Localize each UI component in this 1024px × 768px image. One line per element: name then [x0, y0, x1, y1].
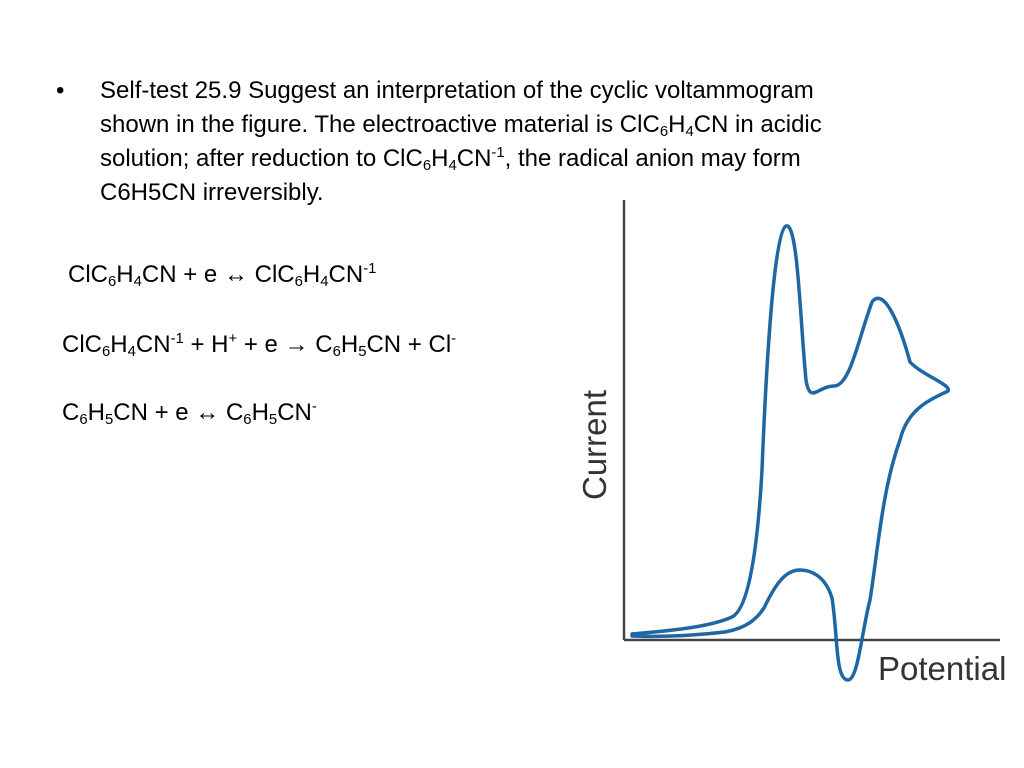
self-test-line-4: C6H5CN irreversibly.: [100, 176, 976, 210]
equation-3-text: H: [87, 399, 105, 426]
self-test-text: Self-test 25.9 Suggest an interpretation…: [100, 74, 976, 210]
cyclic-voltammogram-chart: Current Potential: [576, 200, 1006, 687]
equation-1-subscript: 4: [133, 274, 142, 291]
y-axis-label: Current: [576, 390, 613, 500]
x-axis-label: Potential: [878, 650, 1006, 687]
line3-text-d: , the radical anion may form: [504, 145, 801, 172]
equation-3-subscript: 5: [268, 412, 278, 429]
equation-2-subscript: 6: [102, 344, 111, 361]
equation-2-text: ClC: [62, 331, 102, 358]
equation-2-subscript: 4: [127, 344, 136, 361]
bullet-marker: •: [56, 77, 65, 104]
equation-1-text: H: [302, 261, 321, 288]
equation-1-subscript: 6: [108, 274, 117, 291]
equation-1-subscript: 6: [294, 274, 303, 291]
line2-subscript-1: 6: [659, 124, 669, 141]
equation-3-text: CN: [277, 399, 312, 426]
equation-1-text: ClC: [68, 261, 108, 288]
line3-superscript: -1: [491, 144, 505, 161]
equation-2-text: H: [340, 331, 359, 358]
self-test-line-1: Self-test 25.9 Suggest an interpretation…: [100, 74, 976, 108]
equation-3-subscript: 5: [104, 412, 114, 429]
equation-2-superscript: -1: [170, 330, 184, 347]
line3-text-c: CN: [456, 145, 492, 172]
line3-text-a: solution; after reduction to ClC: [100, 145, 423, 172]
equation-2-text: CN: [135, 331, 171, 358]
self-test-line-4-text: C6H5CN irreversibly.: [100, 179, 324, 206]
voltammogram-curve: [630, 224, 950, 682]
equation-3-text: H: [251, 399, 269, 426]
equation-1-superscript: -1: [363, 260, 377, 277]
equation-2-text: + e → C: [237, 331, 333, 358]
equation-2-subscript: 5: [358, 344, 367, 361]
equation-2-subscript: 6: [332, 344, 341, 361]
line2-text-a: shown in the figure. The electroactive m…: [100, 111, 660, 138]
equation-2: ClC6H4CN-1 + H+ + e → C6H5CN + Cl-: [62, 330, 456, 360]
line3-subscript-2: 4: [448, 158, 457, 175]
equation-1-subscript: 4: [320, 274, 329, 291]
self-test-line-3: solution; after reduction to ClC6H4CN-1,…: [100, 142, 976, 176]
equation-3-subscript: 6: [243, 412, 252, 429]
equation-1: ClC6H4CN + e ↔ ClC6H4CN-1: [68, 260, 376, 290]
equation-3-text: C: [62, 399, 80, 426]
line2-subscript-2: 4: [685, 124, 694, 141]
equation-1-text: H: [116, 261, 134, 288]
self-test-bullet: • Self-test 25.9 Suggest an interpretati…: [56, 74, 976, 210]
line2-text-b: H: [668, 111, 686, 138]
equation-3: C6H5CN + e ↔ C6H5CN-: [62, 398, 317, 428]
self-test-line-1-text: Self-test 25.9 Suggest an interpretation…: [100, 77, 814, 104]
line2-text-c: CN in acidic: [693, 111, 822, 138]
equation-2-text: CN + Cl: [366, 331, 452, 358]
equation-2-text: + H: [183, 331, 229, 358]
equation-3-text: CN + e ↔ C: [113, 399, 244, 426]
equation-1-text: CN: [328, 261, 364, 288]
line3-text-b: H: [431, 145, 449, 172]
equation-2-superscript: -: [451, 330, 457, 347]
equation-3-subscript: 6: [79, 412, 88, 429]
line3-subscript-1: 6: [422, 158, 432, 175]
self-test-line-2: shown in the figure. The electroactive m…: [100, 108, 976, 142]
equation-3-superscript: -: [311, 398, 317, 415]
equation-2-text: H: [110, 331, 128, 358]
equation-1-text: CN + e ↔ ClC: [141, 261, 295, 288]
equation-2-superscript: +: [228, 330, 238, 347]
